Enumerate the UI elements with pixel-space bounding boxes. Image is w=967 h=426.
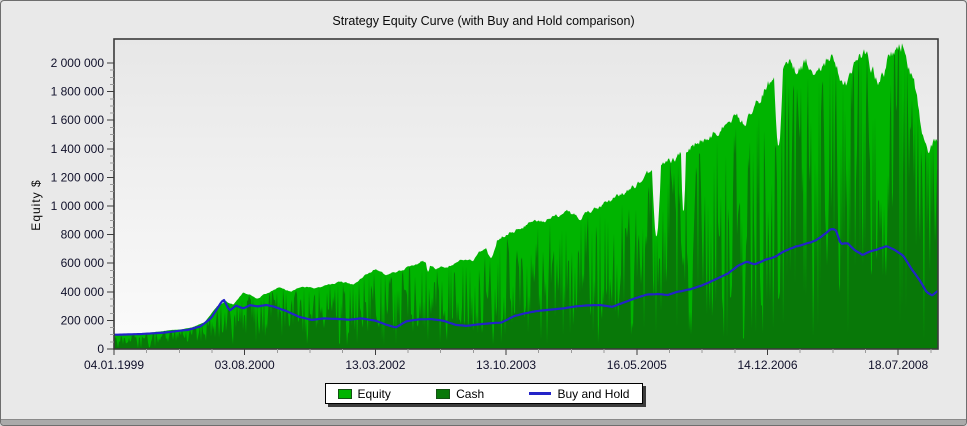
y-tick-label: 1 600 000 (51, 113, 105, 127)
y-tick-label: 200 000 (61, 313, 105, 327)
equity-chart-plot: 0 200 000 400 000 600 000 800 000 1 000 000 1 … (51, 38, 939, 372)
y-tick-label: 600 000 (61, 256, 105, 270)
equity-area (114, 43, 938, 349)
cash-swatch-icon (436, 388, 451, 399)
cash-area (114, 49, 938, 349)
equity-swatch-icon (337, 388, 352, 399)
x-tick-label: 16.05.2005 (607, 358, 667, 372)
x-tick-label: 13.03.2002 (345, 358, 405, 372)
x-tick-label: 03.08.2000 (215, 358, 275, 372)
legend-item-buy-and-hold: Buy and Hold (529, 387, 629, 401)
legend: Equity Cash Buy and Hold (324, 383, 643, 404)
x-tick-label: 04.01.1999 (84, 358, 144, 372)
y-tick-label: 1 400 000 (51, 142, 105, 156)
y-tick-label: 0 (97, 342, 104, 356)
y-tick-label: 800 000 (61, 228, 105, 242)
y-tick-label: 400 000 (61, 285, 105, 299)
legend-label: Cash (456, 386, 485, 401)
legend-label: Buy and Hold (557, 386, 630, 401)
chart-title: Strategy Equity Curve (with Buy and Hold… (332, 14, 635, 28)
buy-and-hold-line-icon (529, 392, 552, 395)
y-tick-label: 1 800 000 (51, 85, 105, 99)
x-tick-label: 18.07.2008 (868, 358, 928, 372)
window-footer-strip (1, 419, 966, 425)
buy-and-hold-line (114, 228, 938, 336)
y-tick-label: 2 000 000 (51, 56, 105, 70)
y-tick-label: 1 200 000 (51, 170, 105, 184)
y-axis: 0 200 000 400 000 600 000 800 000 1 000 000 1 … (51, 56, 114, 356)
legend-label: Equity (357, 386, 391, 401)
legend-item-cash: Cash (436, 387, 484, 401)
y-tick-label: 1 000 000 (51, 199, 105, 213)
x-axis: 04.01.1999 03.08.2000 13.03.2002 13.10.2003… (84, 349, 932, 372)
x-tick-label: 13.10.2003 (476, 358, 536, 372)
plot-border (113, 38, 939, 350)
x-tick-label: 14.12.2006 (737, 358, 797, 372)
legend-item-equity: Equity (337, 386, 391, 401)
series-layer (114, 43, 938, 349)
